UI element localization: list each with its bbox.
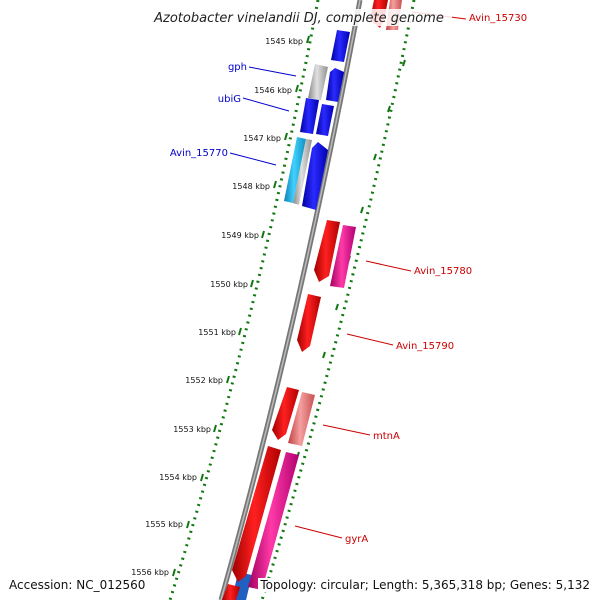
gene-label-avin-15790[interactable]: Avin_15790 (396, 341, 454, 352)
genome-backbone-highlight (220, 0, 361, 600)
gene-gray[interactable] (293, 139, 312, 205)
forward-genes (232, 30, 350, 600)
kbp-label: 1554 kbp (159, 473, 197, 482)
map-title: Azotobacter vinelandii DJ, complete geno… (153, 11, 444, 26)
gene-reverse[interactable] (297, 294, 321, 352)
leader-line (294, 525, 343, 539)
kbp-label: 1547 kbp (243, 134, 281, 143)
gene-label-avin-15730[interactable]: Avin_15730 (469, 13, 527, 24)
reverse-genes (222, 0, 402, 600)
kbp-label: 1549 kbp (221, 231, 259, 240)
kbp-label: 1551 kbp (198, 328, 236, 337)
kbp-label: 1555 kbp (145, 520, 183, 529)
kbp-label: 1556 kbp (131, 568, 169, 577)
gene-cyan[interactable] (284, 137, 306, 203)
accession-label: Accession: NC_012560 (7, 578, 148, 592)
left-labels: gph ubiG Avin_15770 (170, 62, 297, 166)
kbp-labels: 1545 kbp 1546 kbp 1547 kbp 1548 kbp 1549… (131, 37, 303, 577)
gene-gray[interactable] (308, 64, 328, 100)
title-backing (146, 9, 452, 26)
leader-line (242, 97, 290, 112)
leader-line (322, 424, 371, 436)
scale-ticks (172, 35, 406, 577)
gene-reverse-light[interactable] (288, 392, 315, 446)
gene-label-mtna[interactable]: mtnA (373, 431, 400, 442)
kbp-label: 1553 kbp (173, 425, 211, 434)
gene-reverse-magenta[interactable] (330, 225, 356, 288)
leader-line (248, 66, 297, 77)
kbp-label: 1548 kbp (232, 182, 270, 191)
gene-reverse[interactable] (314, 220, 340, 282)
leader-line (365, 260, 412, 272)
gene-label-ubig[interactable]: ubiG (218, 94, 241, 105)
gene-reverse[interactable] (272, 387, 299, 440)
gene-reverse[interactable] (232, 446, 281, 582)
gene-label-gyra[interactable]: gyrA (345, 534, 368, 545)
gene-forward[interactable] (316, 104, 334, 136)
kbp-label: 1546 kbp (254, 86, 292, 95)
gene-forward[interactable] (300, 98, 319, 134)
kbp-label: 1550 kbp (210, 280, 248, 289)
leader-line (229, 152, 277, 166)
kbp-label: 1545 kbp (265, 37, 303, 46)
gene-forward[interactable] (302, 142, 328, 210)
leader-line (346, 333, 394, 346)
gene-label-gph[interactable]: gph (228, 62, 247, 73)
gene-forward[interactable] (326, 68, 344, 102)
gene-forward[interactable] (331, 30, 350, 62)
genome-summary: Topology: circular; Length: 5,365,318 bp… (258, 578, 592, 592)
gene-reverse-magenta[interactable] (248, 452, 299, 590)
gene-label-avin-15780[interactable]: Avin_15780 (414, 266, 472, 277)
gene-label-avin-15770[interactable]: Avin_15770 (170, 148, 228, 159)
gene-reverse[interactable] (222, 584, 240, 600)
kbp-label: 1552 kbp (185, 376, 223, 385)
